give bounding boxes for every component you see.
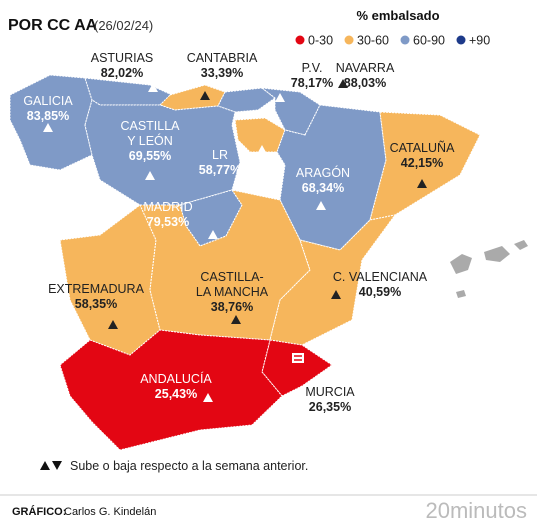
region bbox=[59, 329, 283, 451]
title: POR CC AA bbox=[8, 17, 98, 34]
footnote: Sube o baja respecto a la semana anterio… bbox=[70, 459, 308, 473]
region-name: ARAGÓN bbox=[296, 165, 350, 180]
trend-up bbox=[43, 123, 53, 132]
island bbox=[450, 254, 472, 274]
region bbox=[269, 214, 397, 346]
region-value: 33,39% bbox=[201, 66, 243, 80]
region-value: 42,15% bbox=[401, 156, 443, 170]
region-name: ANDALUCÍA bbox=[140, 371, 212, 386]
region-value: 40,59% bbox=[359, 285, 401, 299]
region-name: NAVARRA bbox=[336, 61, 395, 75]
trend-equal-bars bbox=[294, 355, 302, 361]
trend-up bbox=[208, 230, 218, 239]
region bbox=[84, 99, 241, 206]
region-value: 69,55% bbox=[129, 149, 171, 163]
trend-up bbox=[231, 315, 241, 324]
island bbox=[456, 290, 466, 298]
legend-swatch bbox=[456, 35, 466, 45]
trend-up bbox=[203, 393, 213, 402]
region-value: 38,76% bbox=[211, 300, 253, 314]
region-name: MURCIA bbox=[305, 385, 355, 399]
region bbox=[234, 117, 286, 153]
region-name: MADRID bbox=[143, 200, 192, 214]
region-name: C. VALENCIANA bbox=[333, 270, 428, 284]
region-value: 88,03% bbox=[344, 76, 386, 90]
region-value: 78,17% bbox=[291, 76, 333, 90]
island bbox=[484, 246, 510, 262]
trend-icons bbox=[40, 461, 62, 470]
legend-label: 60-90 bbox=[413, 34, 445, 48]
region bbox=[217, 87, 276, 113]
region-value: 26,35% bbox=[309, 400, 351, 414]
trend-up bbox=[316, 201, 326, 210]
region-value: 83,85% bbox=[27, 109, 69, 123]
legend-swatch bbox=[344, 35, 354, 45]
trend-up bbox=[275, 93, 285, 102]
trend-up bbox=[108, 320, 118, 329]
island bbox=[514, 240, 528, 250]
balearic-islands bbox=[450, 240, 528, 298]
legend-label: 0-30 bbox=[308, 34, 333, 48]
legend-swatch bbox=[400, 35, 410, 45]
region-name: ASTURIAS bbox=[91, 51, 154, 65]
credit-author: Carlos G. Kindelán bbox=[64, 506, 156, 518]
trend-up bbox=[338, 79, 348, 88]
trend-up bbox=[148, 83, 158, 92]
region-name: CASTILLA Y LEÓN bbox=[120, 119, 180, 148]
date: (26/02/24) bbox=[94, 18, 153, 33]
region-value: 25,43% bbox=[155, 387, 197, 401]
legend-swatch bbox=[295, 35, 305, 45]
region-value: 58,77% bbox=[199, 163, 241, 177]
region-value: 58,35% bbox=[75, 297, 117, 311]
region-name: LR bbox=[212, 148, 228, 162]
region-value: 82,02% bbox=[101, 66, 143, 80]
legend-label: +90 bbox=[469, 34, 490, 48]
region bbox=[84, 77, 173, 106]
region-name: CATALUÑA bbox=[390, 141, 455, 155]
region-value: 79,53% bbox=[147, 215, 189, 229]
region-name: EXTREMADURA bbox=[48, 282, 145, 296]
logo: 20minutos bbox=[425, 498, 527, 523]
trend-equal bbox=[292, 353, 304, 363]
region-name: P.V. bbox=[302, 61, 323, 75]
trend-up bbox=[200, 91, 210, 100]
legend-label: 30-60 bbox=[357, 34, 389, 48]
region bbox=[59, 204, 161, 356]
trend-up bbox=[331, 290, 341, 299]
region bbox=[261, 339, 333, 397]
trend-up bbox=[145, 171, 155, 180]
region-name: CASTILLA-LA MANCHA bbox=[196, 270, 269, 299]
legend-title: % embalsado bbox=[356, 8, 439, 23]
trend-up bbox=[417, 179, 427, 188]
trend-up bbox=[257, 145, 267, 154]
region-name: CANTABRIA bbox=[187, 51, 258, 65]
region-name: GALICIA bbox=[23, 94, 73, 108]
region bbox=[139, 189, 311, 341]
credit-label: GRÁFICO: bbox=[12, 505, 66, 518]
region bbox=[369, 111, 481, 221]
region-value: 68,34% bbox=[302, 181, 344, 195]
